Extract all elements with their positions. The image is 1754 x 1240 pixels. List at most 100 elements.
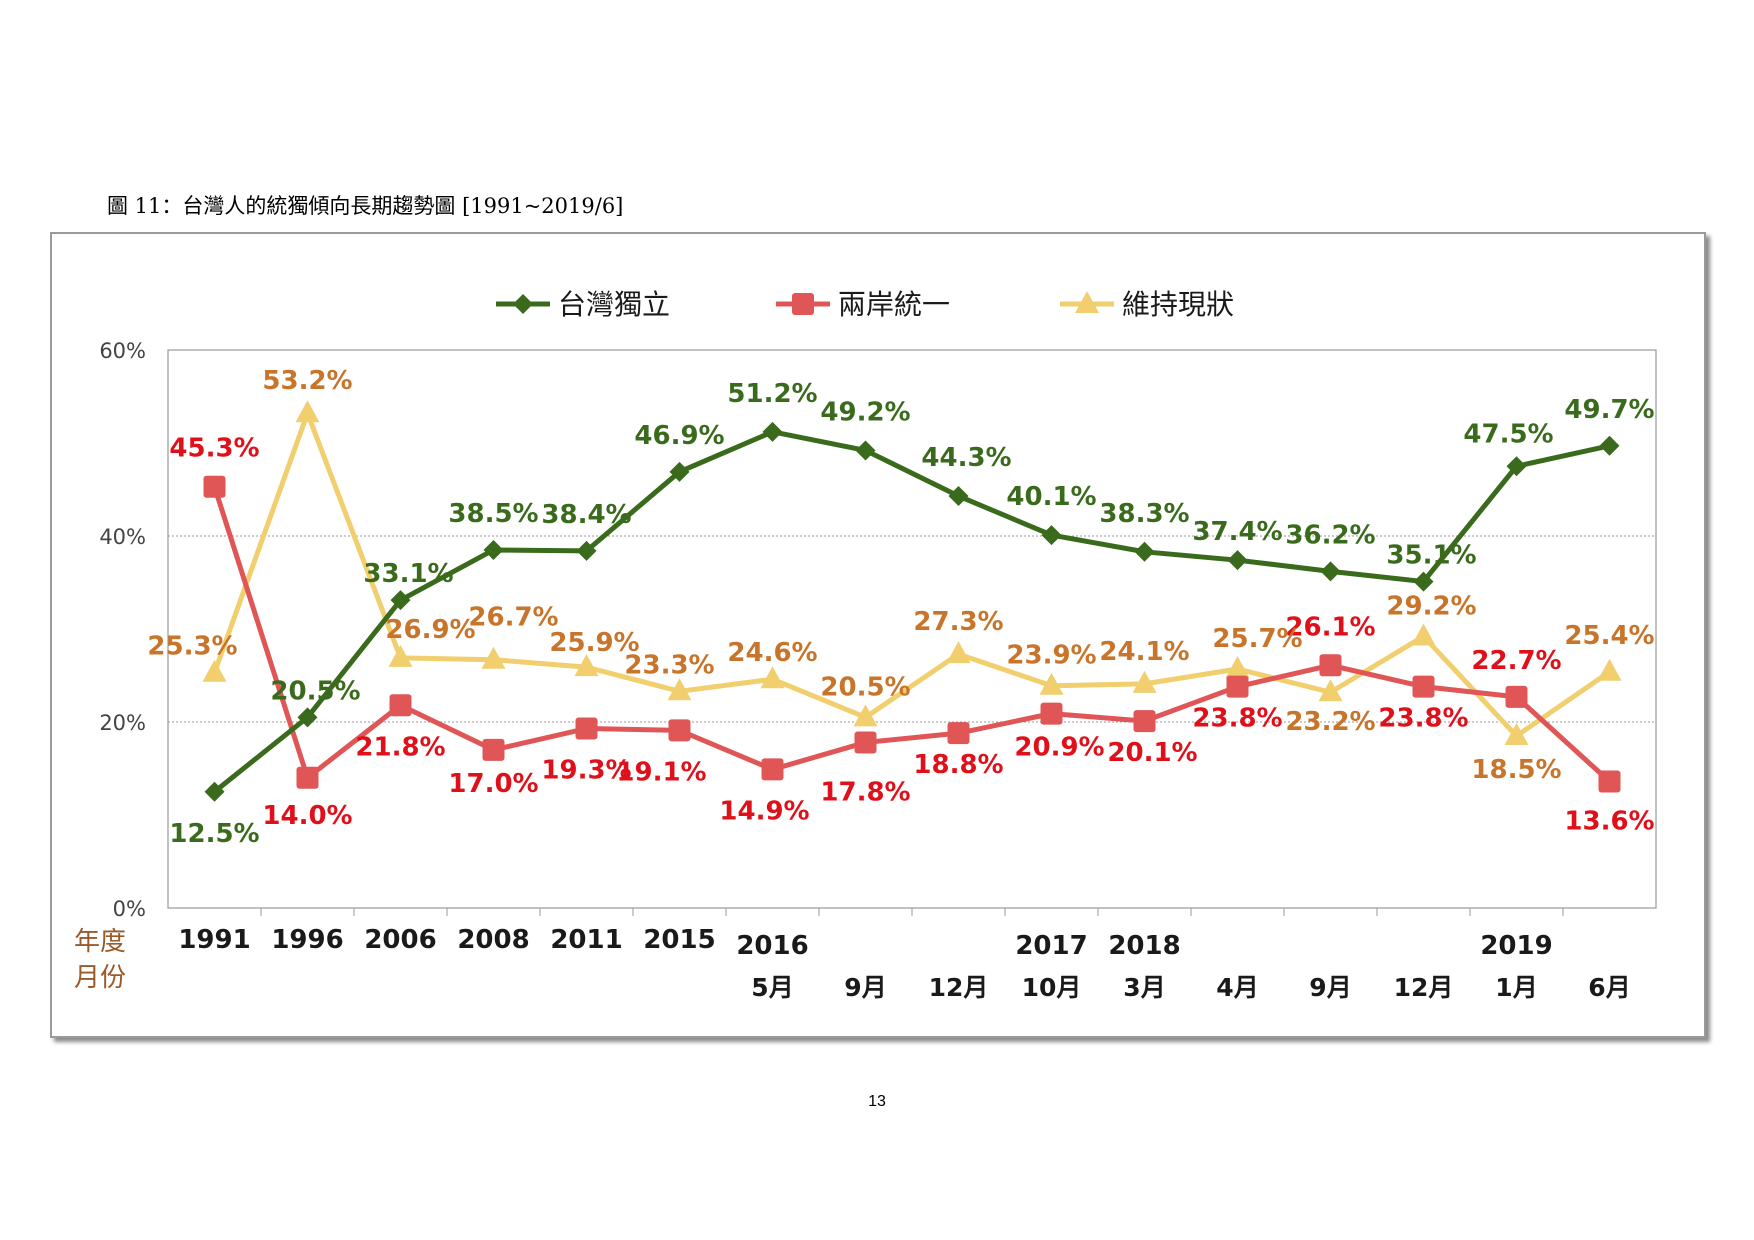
data-point — [1319, 654, 1342, 677]
label-independence: 44.3% — [921, 443, 1011, 473]
x-year-label: 2017 — [1015, 931, 1087, 961]
series-line-3 — [212, 410, 1611, 739]
figure-caption: 圖 11：台灣人的統獨傾向長期趨勢圖 [1991~2019/6] — [107, 194, 624, 218]
x-month-label: 5月 — [751, 973, 793, 1002]
data-point — [854, 731, 877, 754]
label-unification: 45.3% — [169, 434, 259, 464]
data-point — [482, 738, 505, 761]
data-point — [297, 707, 318, 728]
label-status-quo: 20.5% — [820, 672, 910, 702]
series-line-2 — [212, 485, 1612, 784]
x-month-label: 4月 — [1216, 973, 1258, 1002]
label-unification: 18.8% — [913, 750, 1003, 780]
label-independence: 35.1% — [1386, 541, 1476, 571]
label-status-quo: 23.9% — [1006, 641, 1096, 671]
label-independence: 38.5% — [448, 499, 538, 529]
data-point — [1506, 456, 1527, 477]
data-point — [388, 644, 413, 667]
label-status-quo: 26.9% — [385, 615, 475, 645]
label-status-quo: 25.4% — [1564, 621, 1654, 651]
x-year-label: 2015 — [643, 925, 715, 955]
data-point — [1134, 541, 1155, 562]
data-point — [483, 539, 504, 560]
label-independence: 12.5% — [169, 819, 259, 849]
label-unification: 14.9% — [719, 796, 809, 826]
label-independence: 49.2% — [820, 397, 910, 427]
data-point — [855, 440, 876, 461]
series-line-1 — [212, 429, 1611, 794]
x-month-label: 12月 — [1394, 973, 1454, 1002]
data-point — [576, 540, 597, 561]
data-point — [668, 719, 691, 742]
legend-label: 維持現狀 — [1122, 288, 1234, 321]
label-unification: 22.7% — [1471, 646, 1561, 676]
data-point — [296, 766, 319, 789]
data-point — [1413, 571, 1434, 592]
label-status-quo: 18.5% — [1471, 755, 1561, 785]
label-unification: 20.9% — [1014, 733, 1104, 763]
label-unification: 14.0% — [262, 801, 352, 831]
data-point — [760, 666, 785, 689]
label-unification: 21.8% — [355, 732, 445, 762]
label-status-quo: 29.2% — [1386, 591, 1476, 621]
legend-marker — [513, 294, 533, 314]
x-year-label: 1996 — [271, 925, 343, 955]
label-independence: 38.3% — [1099, 499, 1189, 529]
y-tick-label: 20% — [99, 711, 146, 735]
label-independence: 36.2% — [1285, 520, 1375, 550]
label-status-quo: 27.3% — [913, 607, 1003, 637]
label-independence: 33.1% — [363, 559, 453, 589]
label-status-quo: 25.3% — [147, 632, 237, 662]
label-independence: 51.2% — [727, 379, 817, 409]
data-point — [1320, 561, 1341, 582]
y-tick-label: 40% — [99, 525, 146, 549]
data-point — [1226, 675, 1249, 698]
label-unification: 17.8% — [820, 777, 910, 807]
legend-marker — [1075, 291, 1099, 313]
label-status-quo: 24.6% — [727, 638, 817, 668]
label-status-quo: 26.7% — [468, 603, 558, 633]
data-point — [853, 704, 878, 727]
x-month-label: 10月 — [1022, 973, 1082, 1002]
data-point — [390, 590, 411, 611]
data-point — [947, 722, 970, 745]
chart-frame: 0% 20% 40% 60% 年度 月份 1991 1996 2006 2008 2011 2015 2… — [50, 232, 1706, 1038]
data-point — [1505, 685, 1528, 708]
data-point — [481, 646, 506, 669]
data-point — [295, 400, 320, 423]
label-unification: 23.8% — [1378, 704, 1468, 734]
x-month-label: 1月 — [1495, 973, 1537, 1002]
data-point — [1225, 655, 1250, 678]
data-point — [669, 461, 690, 482]
label-independence: 49.7% — [1564, 395, 1654, 425]
label-unification: 23.8% — [1192, 704, 1282, 734]
data-point — [203, 475, 226, 498]
data-point — [574, 654, 599, 677]
page-number: 13 — [868, 1093, 886, 1110]
data-point — [1597, 658, 1622, 681]
x-year-label: 2016 — [736, 931, 808, 961]
row-label-month: 月份 — [74, 963, 126, 993]
x-year-label: 2018 — [1108, 931, 1180, 961]
data-point — [1598, 770, 1621, 793]
label-unification: 19.3% — [541, 756, 631, 786]
data-point — [204, 781, 225, 802]
data-point — [202, 659, 227, 682]
label-status-quo: 24.1% — [1099, 637, 1189, 667]
label-unification: 17.0% — [448, 769, 538, 799]
data-point — [761, 758, 784, 781]
label-independence: 38.4% — [541, 500, 631, 530]
data-point — [1318, 679, 1343, 702]
legend-label: 兩岸統一 — [838, 288, 950, 321]
data-point — [1133, 710, 1156, 733]
x-year-label: 2011 — [550, 925, 622, 955]
label-independence: 46.9% — [634, 421, 724, 451]
label-independence: 40.1% — [1006, 482, 1096, 512]
y-tick-label: 0% — [113, 897, 146, 921]
x-year-label: 2006 — [364, 925, 436, 955]
data-point — [948, 486, 969, 507]
x-year-label: 1991 — [178, 925, 250, 955]
label-status-quo: 23.3% — [624, 650, 714, 680]
data-point — [1411, 623, 1436, 646]
x-month-label: 9月 — [844, 973, 886, 1002]
